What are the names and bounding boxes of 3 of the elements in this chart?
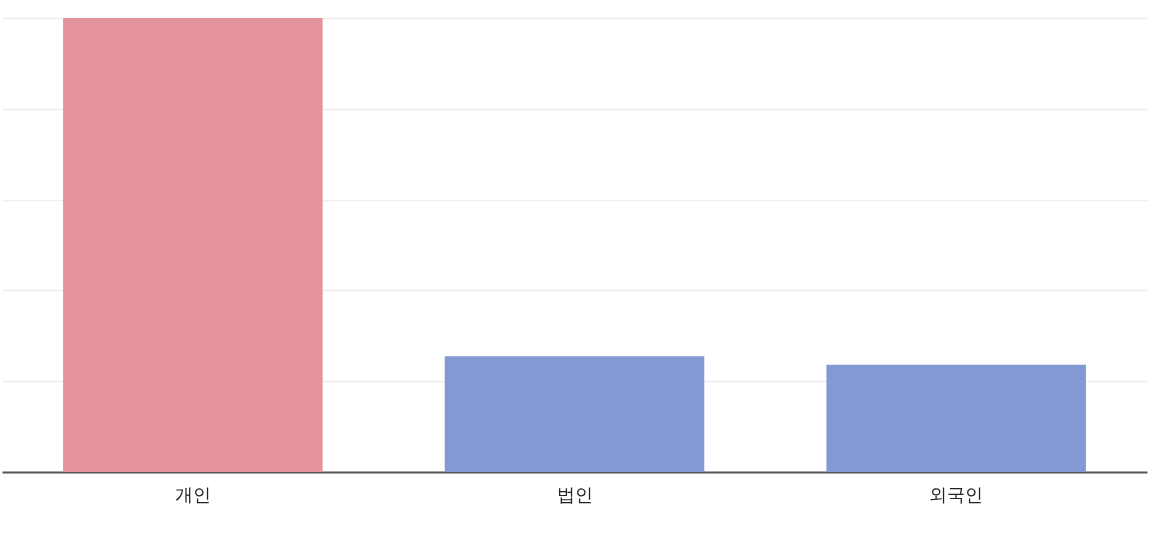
x-tick-label: 개인 bbox=[174, 483, 211, 505]
x-tick-label: 외국인 bbox=[929, 483, 984, 505]
x-tick-label: 법인 bbox=[556, 483, 593, 505]
